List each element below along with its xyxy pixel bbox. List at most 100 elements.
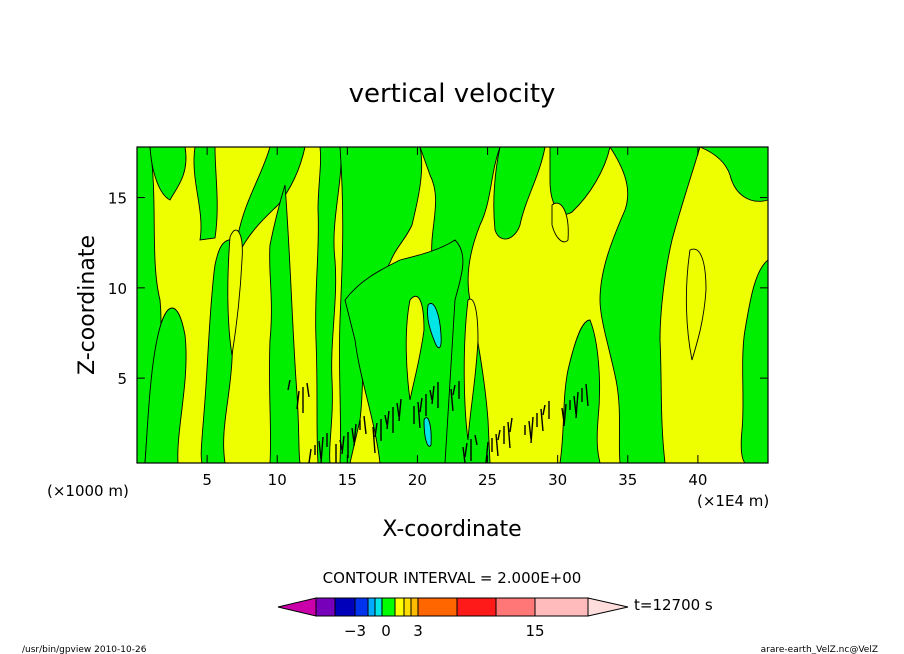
positive-velocity-band bbox=[699, 146, 769, 202]
footer-right: arare-earth_VelZ.nc@VelZ bbox=[761, 645, 878, 654]
colorbar-segment bbox=[334, 597, 356, 617]
small-scale-contour bbox=[540, 408, 544, 432]
small-scale-contour bbox=[528, 420, 532, 440]
x-tick-label: 20 bbox=[408, 471, 427, 489]
colorbar-segment bbox=[495, 597, 536, 617]
x-unit-right: (×1E4 m) bbox=[697, 492, 769, 510]
positive-velocity-band bbox=[144, 307, 187, 464]
chart-title: vertical velocity bbox=[349, 79, 556, 109]
small-scale-contour bbox=[474, 434, 478, 446]
colorbar-segment bbox=[367, 597, 376, 617]
positive-velocity-band bbox=[149, 146, 187, 201]
small-scale-contour bbox=[485, 441, 489, 464]
colorbar-level-label: 3 bbox=[413, 622, 423, 640]
small-scale-contour bbox=[497, 429, 501, 441]
y-tick-label: 10 bbox=[108, 280, 127, 298]
x-tick-label: 25 bbox=[478, 471, 497, 489]
small-scale-contour bbox=[306, 382, 310, 398]
small-scale-contour bbox=[429, 389, 433, 401]
colorbar-segment bbox=[315, 597, 336, 617]
small-scale-contour bbox=[417, 401, 421, 429]
y-axis-label: Z-coordinate bbox=[75, 235, 100, 375]
colorbar-level-label: 0 bbox=[381, 622, 391, 640]
small-scale-contour bbox=[561, 407, 565, 423]
small-scale-contour bbox=[585, 383, 589, 407]
positive-velocity-band bbox=[549, 146, 611, 215]
colorbar-segment bbox=[417, 597, 458, 617]
contour-bands bbox=[136, 146, 769, 464]
x-tick-label: 30 bbox=[548, 471, 567, 489]
small-scale-contour bbox=[507, 421, 511, 449]
small-scale-contour bbox=[386, 410, 390, 430]
colorbar: −3 0 3 15 bbox=[277, 597, 629, 640]
x-unit-left: (×1000 m) bbox=[47, 482, 129, 500]
x-tick-label: 35 bbox=[618, 471, 637, 489]
colorbar-segment bbox=[374, 597, 383, 617]
colorbar-segment bbox=[456, 597, 497, 617]
positive-velocity-band bbox=[193, 146, 218, 241]
colorbar-segment bbox=[394, 597, 405, 617]
y-tick-label: 15 bbox=[108, 190, 127, 208]
small-scale-contour bbox=[318, 440, 322, 460]
footer-left: /usr/bin/gpview 2010-10-26 bbox=[22, 645, 147, 654]
x-tick-label: 15 bbox=[338, 471, 357, 489]
small-scale-contour bbox=[495, 433, 499, 457]
small-scale-contour bbox=[384, 414, 388, 426]
x-tick-label: 10 bbox=[268, 471, 287, 489]
y-axis: 5 10 15 bbox=[108, 190, 768, 388]
colorbar-segment bbox=[403, 597, 412, 617]
small-scale-contour bbox=[351, 427, 355, 443]
small-scale-contour bbox=[296, 390, 300, 410]
positive-velocity-band bbox=[599, 146, 701, 464]
positive-velocity-band bbox=[740, 259, 769, 464]
negative-velocity-pocket bbox=[463, 298, 479, 441]
colorbar-overflow-triangle bbox=[587, 597, 629, 617]
small-scale-contour bbox=[374, 422, 378, 438]
small-scale-contour bbox=[341, 435, 345, 455]
small-scale-contour bbox=[353, 423, 357, 447]
colorbar-segment bbox=[534, 597, 589, 617]
small-scale-contour bbox=[363, 415, 367, 435]
plot-frame bbox=[136, 146, 769, 464]
negative-velocity-pocket bbox=[227, 229, 243, 356]
positive-velocity-band bbox=[344, 239, 464, 464]
colorbar-segment bbox=[410, 597, 419, 617]
strong-updraft-core bbox=[427, 303, 442, 349]
small-scale-contour bbox=[542, 404, 546, 416]
y-tick-label: 5 bbox=[117, 370, 127, 388]
colorbar-level-label: −3 bbox=[344, 622, 366, 640]
contour-interval-text: CONTOUR INTERVAL = 2.000E+00 bbox=[323, 569, 582, 587]
small-scale-contour bbox=[398, 398, 402, 422]
strong-updraft-core bbox=[423, 417, 432, 447]
time-label: t=12700 s bbox=[634, 596, 713, 614]
small-scale-contour bbox=[464, 442, 468, 458]
positive-velocity-band bbox=[268, 184, 301, 464]
small-scale-contour bbox=[462, 446, 466, 464]
x-axis: 5 10 15 20 25 30 35 40 bbox=[202, 147, 707, 489]
small-scale-contour bbox=[419, 397, 423, 413]
colorbar-underflow-triangle bbox=[277, 597, 317, 617]
small-scale-contour bbox=[287, 379, 291, 391]
small-scale-contour bbox=[396, 402, 400, 418]
small-scale-contour bbox=[509, 417, 513, 433]
small-scale-contour bbox=[308, 448, 312, 464]
positive-velocity-band bbox=[559, 319, 601, 464]
small-scale-contour bbox=[450, 388, 454, 412]
small-scale-contour bbox=[452, 384, 456, 396]
colorbar-segment bbox=[354, 597, 369, 617]
plot-area: 5 10 15 20 25 30 35 40 5 10 15 bbox=[108, 146, 769, 489]
small-scale-contour bbox=[372, 426, 376, 454]
colorbar-level-label: 15 bbox=[525, 622, 544, 640]
negative-velocity-pocket bbox=[405, 295, 425, 401]
small-scale-contour bbox=[573, 395, 577, 415]
small-scale-contour bbox=[431, 385, 435, 405]
x-tick-label: 40 bbox=[688, 471, 707, 489]
x-tick-label: 5 bbox=[202, 471, 212, 489]
x-axis-label: X-coordinate bbox=[382, 517, 521, 542]
positive-velocity-band bbox=[493, 146, 546, 240]
small-scale-contour bbox=[563, 403, 567, 427]
negative-velocity-pocket bbox=[551, 202, 569, 243]
negative-velocity-pocket bbox=[685, 248, 707, 361]
small-scale-contour bbox=[339, 439, 343, 451]
